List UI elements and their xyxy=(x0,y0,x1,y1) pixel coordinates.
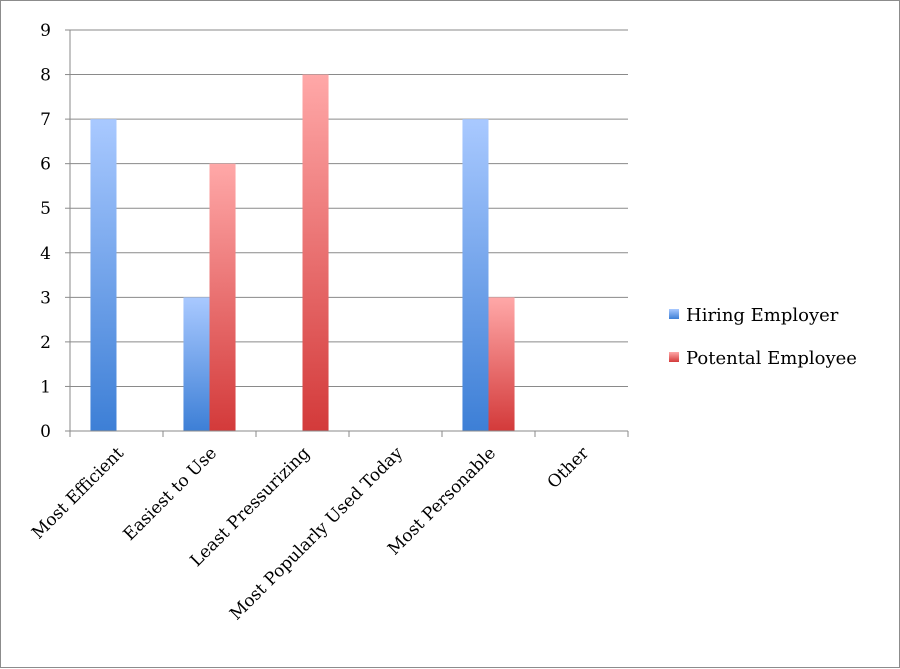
bars xyxy=(90,74,515,432)
y-tick-label: 3 xyxy=(40,288,51,308)
bar-hiring-employer xyxy=(462,119,489,431)
x-category-label: Most Efficient xyxy=(28,443,128,543)
x-category-label: Most Popularly Used Today xyxy=(226,443,407,624)
bar-potental-employee xyxy=(209,163,236,431)
gridlines xyxy=(65,29,628,432)
y-tick-label: 1 xyxy=(40,377,51,397)
y-tick-label: 4 xyxy=(40,244,51,264)
y-tick-label: 7 xyxy=(40,110,51,130)
y-tick-label: 5 xyxy=(40,199,51,219)
x-category-label: Easiest to Use xyxy=(120,443,221,544)
bar-potental-employee xyxy=(488,297,515,431)
legend-swatch xyxy=(669,309,679,319)
legend-label: Hiring Employer xyxy=(686,305,839,326)
legend-label: Potental Employee xyxy=(686,348,857,369)
legend-swatch xyxy=(669,352,679,362)
y-tick-label: 6 xyxy=(40,155,51,175)
y-tick-label: 8 xyxy=(40,66,51,86)
bar-hiring-employer xyxy=(183,297,210,431)
y-tick-label: 0 xyxy=(40,422,51,442)
y-tick-labels: 0 1 2 3 4 5 6 7 8 9 xyxy=(40,21,51,442)
y-tick-label: 9 xyxy=(40,21,51,41)
axes xyxy=(69,30,629,437)
bar-hiring-employer xyxy=(90,119,117,431)
legend: Hiring Employer Potental Employee xyxy=(669,305,857,369)
y-tick-label: 2 xyxy=(40,333,51,353)
x-category-label: Other xyxy=(544,443,594,493)
bar-potental-employee xyxy=(302,74,329,432)
